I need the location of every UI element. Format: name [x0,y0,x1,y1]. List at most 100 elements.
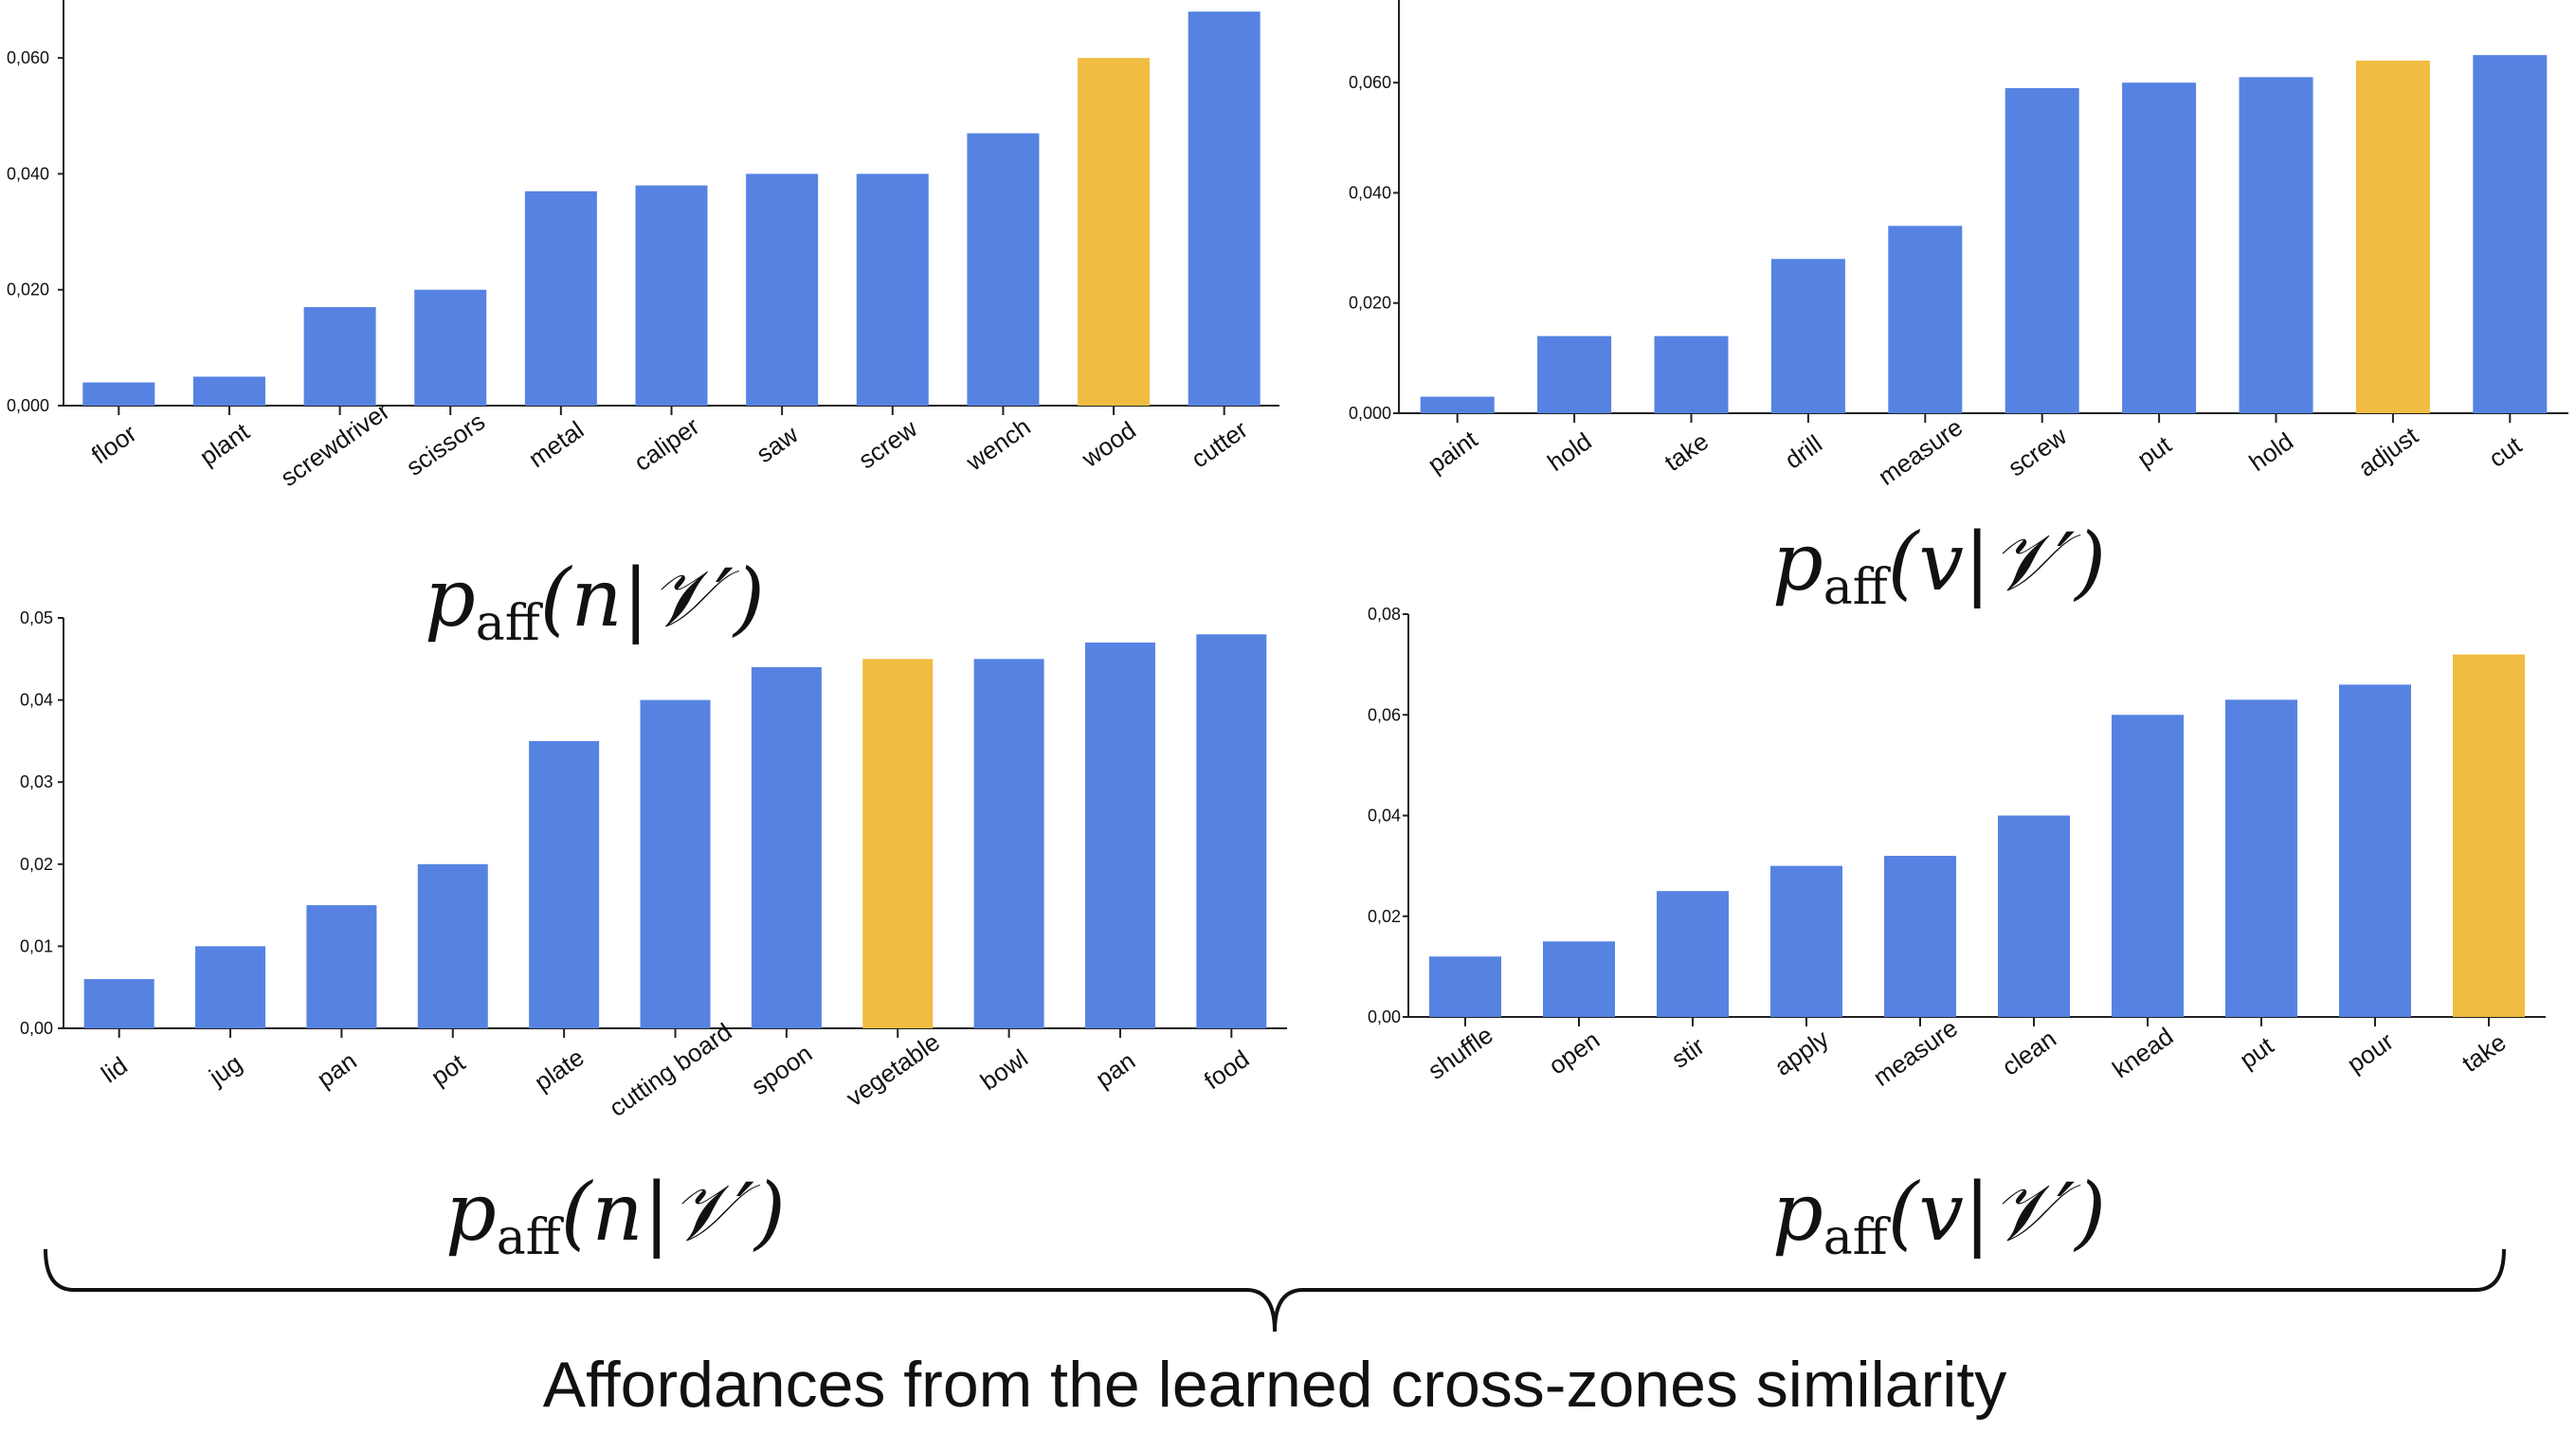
y-tick-label: 0,04 [20,691,53,710]
bar [2225,699,2297,1017]
category-label: scissors [401,407,490,481]
y-tick-label: 0,020 [1349,294,1391,313]
category-label: metal [523,415,589,473]
bar [1770,259,1845,413]
x-axis-formula-label: paff(n|𝒱′) [445,1166,786,1266]
category-label: screw [2003,422,2072,482]
bar [2473,55,2548,414]
category-label: knead [2107,1022,2178,1083]
category-label: pour [2342,1026,2399,1079]
y-tick-label: 0,05 [20,608,53,627]
bar [192,376,265,406]
bar [1654,336,1729,413]
category-label: hold [1542,426,1596,477]
bar [2122,82,2197,413]
bar [967,133,1040,406]
category-label: spoon [746,1039,817,1100]
bar [751,666,822,1028]
bar [1888,226,1963,413]
chart-top-left-noun-affordance: 0,000 0,020 0,040 0,060 floor plant screwdrive… [7,0,1279,652]
y-tick-label: 0,04 [1368,807,1401,825]
bar [306,905,377,1028]
category-label: vegetable [841,1027,945,1112]
bar [529,740,600,1028]
category-label: put [2234,1031,2278,1075]
bar [2239,77,2313,414]
y-tick-label: 0,040 [1349,183,1391,202]
bar-highlighted [1078,58,1151,407]
y-tick-label: 0,02 [1368,907,1401,926]
chart-bottom-left-noun-affordance: 0,00 0,01 0,02 0,03 0,04 0,05 lid jug pan pot plat… [20,608,1287,1266]
category-label: pan [312,1046,362,1093]
y-tick-label: 0,01 [20,936,53,955]
bar [2112,715,2184,1017]
bar [856,173,929,406]
bar [1537,336,1612,413]
y-tick-label: 0,00 [20,1019,53,1038]
bar [1084,642,1155,1028]
bar [524,190,597,406]
bar [83,979,154,1028]
x-axis-formula-label: paff(v|𝒱′) [1772,516,2106,616]
chart-bottom-right-verb-affordance: 0,00 0,02 0,04 0,06 0,08 shuffle open stir apply… [1368,605,2546,1266]
category-label: adjust [2353,421,2424,482]
category-label: plant [194,417,255,471]
category-label: floor [86,419,142,470]
bar [1543,941,1615,1017]
bar [1770,865,1842,1017]
bar [1196,634,1267,1028]
bar [82,382,155,406]
category-label: clean [1997,1025,2061,1081]
category-label: shuffle [1423,1021,1498,1085]
grouping-brace [44,1248,2506,1333]
y-tick-label: 0,000 [7,396,49,415]
category-label: screwdriver [275,396,394,492]
category-label: open [1544,1025,1605,1080]
category-label: pot [426,1048,470,1092]
y-tick-label: 0,08 [1368,605,1401,624]
y-tick-label: 0,060 [7,48,49,67]
bar-highlighted [2355,60,2430,414]
category-label: cutting board [604,1017,736,1122]
bar [2005,88,2079,413]
bar [2339,684,2411,1017]
category-label: wood [1076,416,1141,474]
x-axis-formula-label: paff(v|𝒱′) [1772,1166,2106,1266]
y-tick-label: 0,060 [1349,73,1391,92]
bar [1998,815,2070,1017]
category-label: hold [2244,426,2298,477]
bar [1884,856,1956,1017]
category-label: take [2457,1027,2511,1078]
category-label: put [2132,430,2177,474]
bar [973,659,1044,1028]
bar [195,946,266,1028]
category-label: measure [1873,412,1968,491]
category-label: stir [1666,1031,1710,1074]
y-tick-label: 0,06 [1368,705,1401,724]
bar [1657,891,1729,1017]
bar [640,699,711,1028]
bar-highlighted [862,659,934,1028]
category-label: plate [529,1043,589,1097]
y-tick-label: 0,040 [7,164,49,183]
category-label: paint [1423,425,1483,479]
bar [303,307,376,406]
chart-top-right-verb-affordance: 0,000 0,020 0,040 0,060 paint hold take drill me… [1349,0,2568,616]
category-label: bowl [975,1043,1033,1096]
bar-highlighted [2453,654,2525,1017]
category-label: food [1199,1044,1255,1096]
category-label: cutter [1186,414,1253,473]
bar [746,173,819,406]
category-label: lid [96,1051,133,1088]
category-label: saw [751,420,803,468]
y-tick-label: 0,00 [1368,1007,1401,1026]
bar [1420,396,1495,413]
bar [635,185,708,406]
category-label: wench [960,412,1036,477]
category-label: pan [1090,1046,1140,1093]
y-tick-label: 0,000 [1349,404,1391,423]
y-tick-label: 0,02 [20,855,53,874]
category-label: cut [2483,430,2527,473]
y-tick-label: 0,03 [20,772,53,791]
